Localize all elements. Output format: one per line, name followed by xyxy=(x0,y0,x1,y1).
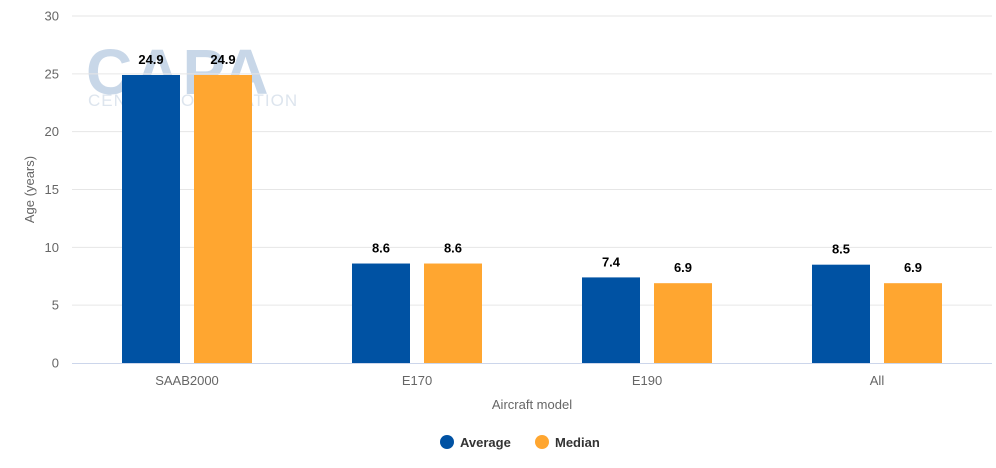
data-label: 8.6 xyxy=(444,241,462,256)
capa-watermark: CAPA CENTRE FOR AVIATION xyxy=(86,36,298,110)
data-label: 7.4 xyxy=(602,254,621,269)
y-axis-ticks: 0 5 10 15 20 25 30 xyxy=(45,9,59,371)
legend: Average Median xyxy=(440,435,600,450)
x-axis-title: Aircraft model xyxy=(492,397,572,412)
bar-median-saab2000 xyxy=(194,74,252,364)
bar-median-e190 xyxy=(654,283,712,363)
data-label: 8.5 xyxy=(832,242,850,257)
bar-average-e190 xyxy=(582,277,640,363)
data-label: 6.9 xyxy=(674,260,692,275)
data-label: 8.6 xyxy=(372,241,390,256)
svg-text:CENTRE FOR AVIATION: CENTRE FOR AVIATION xyxy=(88,91,298,110)
x-tick-label: All xyxy=(870,373,885,388)
data-label: 24.9 xyxy=(138,52,163,67)
bars xyxy=(122,74,942,364)
x-tick-label: E190 xyxy=(632,373,662,388)
legend-label-median[interactable]: Median xyxy=(555,435,600,450)
x-tick-label: SAAB2000 xyxy=(155,373,219,388)
y-tick-label: 15 xyxy=(45,182,59,197)
y-tick-label: 30 xyxy=(45,9,59,24)
data-labels: 24.9 24.9 8.6 8.6 7.4 6.9 8.5 6.9 xyxy=(138,52,922,275)
bar-average-all xyxy=(812,264,870,363)
y-tick-label: 25 xyxy=(45,66,59,81)
bar-average-saab2000 xyxy=(122,74,180,364)
x-axis-ticks: SAAB2000 E170 E190 All xyxy=(155,373,884,388)
x-tick-label: E170 xyxy=(402,373,432,388)
legend-marker-median xyxy=(535,435,549,449)
legend-label-average[interactable]: Average xyxy=(460,435,511,450)
y-tick-label: 0 xyxy=(52,356,59,371)
y-tick-label: 20 xyxy=(45,124,59,139)
data-label: 6.9 xyxy=(904,260,922,275)
bar-median-all xyxy=(884,283,942,363)
y-tick-label: 10 xyxy=(45,240,59,255)
y-axis-title: Age (years) xyxy=(22,156,37,223)
bar-median-e170 xyxy=(424,263,482,363)
data-label: 24.9 xyxy=(210,52,235,67)
y-tick-label: 5 xyxy=(52,298,59,313)
bar-average-e170 xyxy=(352,263,410,363)
legend-marker-average xyxy=(440,435,454,449)
